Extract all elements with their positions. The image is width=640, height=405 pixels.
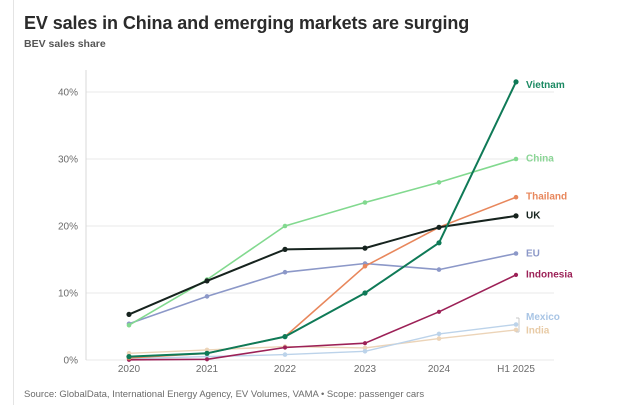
- svg-text:10%: 10%: [58, 289, 78, 300]
- svg-text:2022: 2022: [274, 364, 297, 375]
- svg-text:China: China: [526, 154, 554, 165]
- svg-text:20%: 20%: [58, 222, 78, 233]
- svg-text:2023: 2023: [354, 364, 377, 375]
- svg-text:EU: EU: [526, 249, 540, 260]
- svg-text:Indonesia: Indonesia: [526, 270, 573, 281]
- svg-text:2024: 2024: [428, 364, 451, 375]
- svg-text:30%: 30%: [58, 155, 78, 166]
- svg-text:Thailand: Thailand: [526, 192, 567, 203]
- svg-text:2021: 2021: [196, 364, 219, 375]
- svg-text:0%: 0%: [64, 356, 79, 367]
- svg-text:H1 2025: H1 2025: [497, 364, 535, 375]
- svg-text:40%: 40%: [58, 88, 78, 99]
- svg-text:India: India: [526, 326, 550, 337]
- svg-text:Mexico: Mexico: [526, 312, 560, 323]
- svg-text:UK: UK: [526, 211, 541, 222]
- svg-text:Vietnam: Vietnam: [526, 80, 565, 91]
- svg-text:2020: 2020: [118, 364, 141, 375]
